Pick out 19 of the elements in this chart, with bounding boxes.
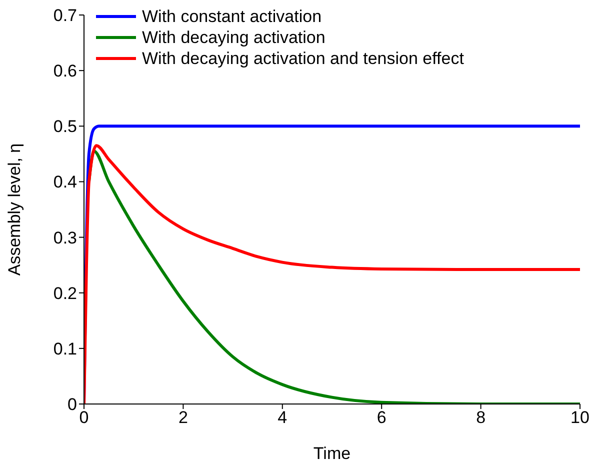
y-tick-label: 0.4 bbox=[53, 172, 77, 192]
legend-label: With decaying activation and tension effect bbox=[142, 48, 464, 69]
y-axis-title: Assembly level, η bbox=[5, 143, 24, 276]
y-tick-label: 0.7 bbox=[53, 6, 77, 26]
y-tick-label: 0.6 bbox=[53, 62, 77, 81]
y-tick-label: 0.2 bbox=[53, 284, 77, 303]
legend-label: With decaying activation bbox=[142, 27, 326, 48]
x-tick-label: 10 bbox=[570, 408, 590, 428]
x-tick-label: 6 bbox=[376, 408, 386, 428]
x-tick-label: 4 bbox=[278, 408, 288, 428]
x-tick-label: 0 bbox=[79, 408, 89, 428]
x-tick-label: 2 bbox=[178, 408, 188, 428]
legend-label: With constant activation bbox=[142, 6, 322, 27]
y-tick-label: 0.3 bbox=[53, 228, 77, 248]
x-axis-title: Time bbox=[313, 444, 351, 461]
x-tick-label: 8 bbox=[476, 408, 486, 428]
y-tick-label: 0.5 bbox=[53, 117, 77, 136]
y-tick-label: 0 bbox=[68, 395, 77, 414]
y-tick-label: 0.1 bbox=[53, 339, 77, 358]
